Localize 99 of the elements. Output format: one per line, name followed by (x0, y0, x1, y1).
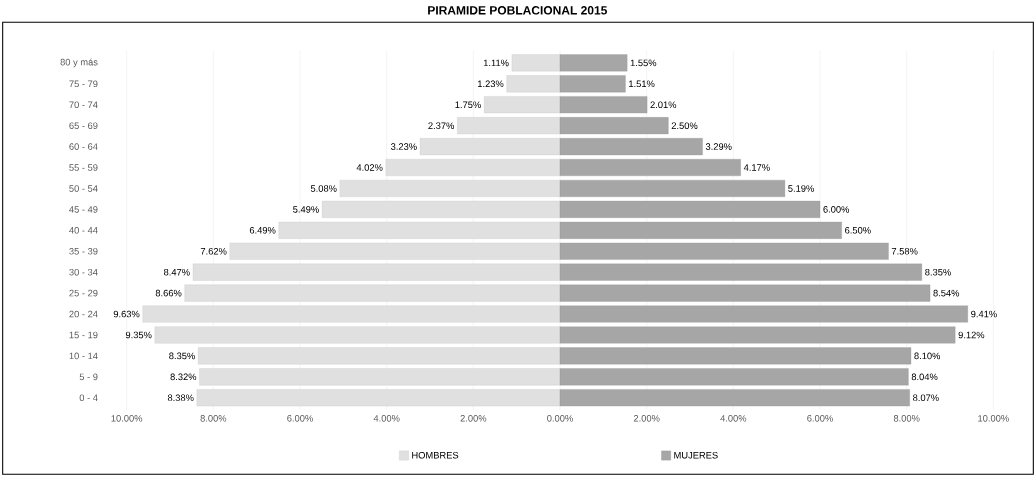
y-tick-label: 55 - 59 (69, 164, 98, 171)
data-label: 3.29% (705, 143, 732, 150)
y-tick-label: 25 - 29 (69, 289, 98, 297)
x-tick-label: 10.00% (111, 415, 143, 422)
bar (559, 284, 931, 302)
data-label: 8.47% (163, 268, 190, 276)
x-tick-label: 0.00% (547, 415, 573, 422)
y-tick-label: 0 - 4 (79, 394, 98, 402)
y-tick-label: 80 y más (60, 58, 98, 68)
data-label: 1.75% (455, 101, 481, 109)
bar (385, 159, 561, 177)
data-label: 7.62% (200, 247, 227, 255)
data-label: 1.55% (630, 59, 657, 67)
y-tick-label: 20 - 24 (69, 310, 98, 318)
data-label: 5.49% (293, 206, 319, 213)
data-label: 5.19% (788, 185, 814, 192)
y-tick-label: 45 - 49 (69, 206, 98, 213)
bar (511, 54, 561, 72)
bar (506, 75, 561, 93)
bar (559, 54, 628, 72)
x-tick-label: 8.00% (893, 415, 920, 422)
bar (457, 117, 561, 135)
legend-label: HOMBRES (412, 451, 459, 459)
y-tick-label: 30 - 34 (69, 268, 98, 276)
bar (142, 305, 561, 323)
data-label: 1.23% (478, 80, 504, 88)
data-label: 8.38% (167, 394, 194, 402)
data-label: 3.23% (391, 143, 417, 150)
data-label: 4.02% (356, 164, 383, 171)
data-label: 6.00% (823, 206, 850, 213)
bar (321, 200, 561, 218)
bar (559, 159, 741, 177)
y-tick-label: 40 - 44 (69, 227, 98, 234)
bar (559, 347, 912, 365)
y-tick-label: 70 - 74 (69, 101, 98, 109)
bar (419, 138, 561, 156)
bar (229, 242, 561, 260)
bar (154, 326, 561, 344)
bar (559, 305, 968, 323)
legend-label: MUJERES (674, 451, 718, 459)
bar (559, 75, 626, 93)
x-tick-label: 10.00% (978, 415, 1009, 422)
data-label: 5.08% (310, 185, 337, 192)
bar (484, 96, 561, 114)
y-tick-label: 60 - 64 (69, 143, 98, 150)
x-tick-label: 8.00% (200, 415, 227, 422)
y-tick-label: 50 - 54 (69, 185, 98, 192)
data-label: 7.58% (891, 247, 918, 255)
bar (559, 263, 922, 281)
bar (199, 368, 561, 386)
bar (559, 326, 956, 344)
bar (196, 389, 561, 407)
chart-title: PIRAMIDE POBLACIONAL 2015 (428, 6, 607, 15)
bar (559, 242, 889, 260)
x-tick-label: 6.00% (287, 415, 313, 422)
x-tick-label: 4.00% (720, 415, 747, 422)
bar (192, 263, 561, 281)
y-tick-label: 75 - 79 (69, 80, 98, 88)
y-tick-label: 35 - 39 (69, 247, 98, 255)
x-tick-label: 4.00% (373, 415, 400, 422)
data-label: 8.10% (914, 352, 941, 360)
data-label: 9.35% (125, 331, 152, 339)
data-label: 1.11% (483, 59, 509, 67)
y-tick-label: 65 - 69 (69, 122, 98, 129)
bar (278, 221, 561, 239)
data-label: 2.01% (650, 101, 677, 109)
bar (559, 221, 842, 239)
data-label: 4.17% (743, 164, 770, 171)
y-tick-label: 15 - 19 (69, 331, 98, 339)
data-label: 8.66% (155, 289, 182, 297)
x-tick-label: 6.00% (807, 415, 833, 422)
data-label: 1.51% (629, 80, 655, 88)
data-label: 2.50% (671, 122, 698, 129)
data-label: 6.50% (845, 227, 871, 234)
data-label: 6.49% (249, 227, 276, 234)
data-label: 9.63% (113, 310, 140, 318)
y-tick-label: 5 - 9 (79, 373, 98, 381)
bar (559, 179, 786, 197)
data-label: 9.41% (971, 310, 997, 318)
bar (559, 138, 703, 156)
y-tick-label: 10 - 14 (69, 352, 98, 360)
x-tick-label: 2.00% (633, 415, 660, 422)
bar (184, 284, 561, 302)
data-label: 8.32% (170, 373, 197, 381)
data-label: 8.07% (913, 394, 939, 402)
bar (198, 347, 561, 365)
data-label: 8.35% (925, 268, 951, 276)
data-label: 8.35% (169, 352, 195, 360)
data-label: 2.37% (428, 122, 455, 129)
bar (339, 179, 561, 197)
data-label: 8.54% (933, 289, 960, 297)
bar (559, 117, 669, 135)
data-label: 9.12% (958, 331, 985, 339)
x-tick-label: 2.00% (460, 415, 487, 422)
bar (559, 96, 648, 114)
data-label: 8.04% (911, 373, 938, 381)
bar (559, 200, 821, 218)
bar (559, 389, 910, 407)
bar (559, 368, 909, 386)
